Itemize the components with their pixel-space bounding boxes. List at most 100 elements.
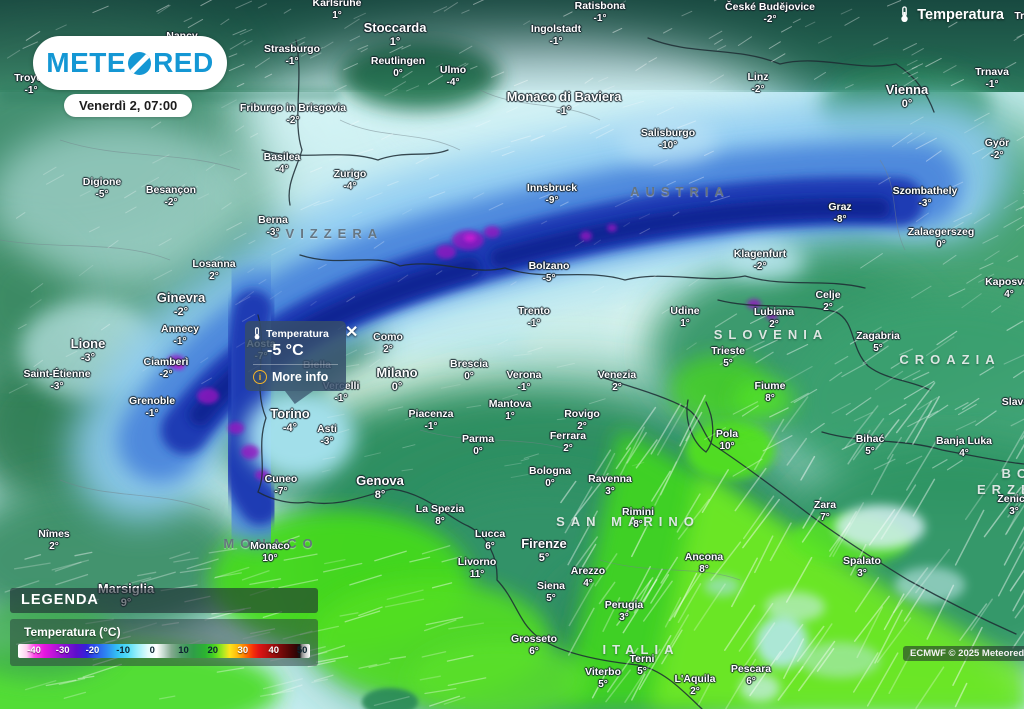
city-label[interactable]: Torino -4° [270, 406, 309, 435]
city-label[interactable]: Arezzo 4° [571, 565, 605, 590]
city-temperature: 10° [262, 552, 278, 564]
city-label[interactable]: Győr -2° [985, 137, 1010, 162]
city-label[interactable]: Grenoble -1° [129, 395, 175, 420]
city-label[interactable]: Annecy -1° [161, 323, 199, 348]
city-name: Trnava [975, 66, 1009, 78]
city-label[interactable]: Zara 7° [814, 499, 836, 524]
city-label[interactable]: Fiume 8° [755, 380, 786, 405]
city-label[interactable]: L'Aquila 2° [675, 673, 716, 698]
city-label[interactable]: Pescara 6° [731, 663, 771, 688]
city-label[interactable]: Klagenfurt -2° [734, 248, 787, 273]
city-label[interactable]: Genova 8° [356, 473, 404, 502]
city-name: Zenica [997, 493, 1024, 505]
city-label[interactable]: Zagabria 5° [856, 330, 900, 355]
city-label[interactable]: Udine 1° [670, 305, 699, 330]
city-label[interactable]: Mantova 1° [489, 398, 532, 423]
city-temperature: -4° [1014, 23, 1024, 35]
city-label[interactable]: Losanna 2° [192, 258, 235, 283]
city-label[interactable]: Viterbo 5° [585, 666, 621, 691]
city-temperature: -2° [173, 305, 189, 318]
city-label[interactable]: Trento -1° [518, 305, 550, 330]
city-label[interactable]: Salisburgo -10° [641, 127, 695, 152]
city-label[interactable]: Lione -3° [71, 336, 106, 365]
city-label[interactable]: Ancona 8° [685, 551, 724, 576]
city-label[interactable]: Como 2° [373, 331, 403, 356]
city-name: Bologna [529, 465, 571, 477]
city-label[interactable]: Karlsruhe 1° [312, 0, 361, 22]
city-label[interactable]: Ferrara 2° [550, 430, 586, 455]
tooltip-close-button[interactable]: ✕ [343, 320, 360, 344]
city-label[interactable]: Banja Luka 4° [936, 435, 992, 460]
city-label[interactable]: Bihać 5° [856, 433, 885, 458]
city-label[interactable]: Parma 0° [462, 433, 494, 458]
city-label[interactable]: Livorno 11° [458, 556, 497, 581]
city-label[interactable]: Besançon -2° [146, 184, 196, 209]
city-name: Graz [828, 201, 852, 213]
meteored-logo[interactable]: METE RED [33, 36, 227, 90]
city-label[interactable]: Ciamberì -2° [144, 356, 189, 381]
city-label[interactable]: Ratisbona -1° [575, 0, 626, 25]
city-label[interactable]: Kaposvár4° [985, 276, 1024, 301]
legend-tick: -10 [116, 645, 130, 656]
city-label[interactable]: Asti -3° [317, 423, 337, 448]
city-label[interactable]: Perugia 3° [605, 599, 644, 624]
city-label[interactable]: Lucca 6° [475, 528, 505, 553]
city-label[interactable]: Szombathely -3° [893, 185, 958, 210]
city-label[interactable]: Spalato 3° [843, 555, 881, 580]
city-label[interactable]: Ingolstadt -1° [531, 23, 581, 48]
city-label[interactable]: Zenica3° [997, 493, 1024, 518]
city-label[interactable]: Monaco di Baviera -1° [507, 89, 622, 118]
more-info-link[interactable]: i More info [253, 370, 338, 384]
city-label[interactable]: Saint-Étienne -3° [23, 368, 90, 393]
city-label[interactable]: Ginevra -2° [157, 290, 205, 319]
city-label[interactable]: Trenčín-4° [1014, 10, 1024, 35]
city-label[interactable]: Innsbruck -9° [527, 182, 577, 207]
city-label[interactable]: Lubiana 2° [754, 306, 794, 331]
city-label[interactable]: Strasburgo -1° [264, 43, 320, 68]
city-label[interactable]: Firenze 5° [521, 536, 567, 565]
city-label[interactable]: La Spezia 8° [416, 503, 464, 528]
city-label[interactable]: Rimini 8° [622, 506, 654, 531]
city-label[interactable]: Siena 5° [537, 580, 565, 605]
city-label[interactable]: Rovigo 2° [564, 408, 600, 433]
city-label[interactable]: Milano 0° [376, 365, 417, 394]
city-label[interactable]: Ulmo -4° [440, 64, 466, 89]
city-label[interactable]: Basilea -4° [264, 151, 301, 176]
city-label[interactable]: Cuneo -7° [265, 473, 298, 498]
city-temperature: -5° [95, 188, 109, 200]
city-label[interactable]: Friburgo in Brisgovia -2° [240, 102, 346, 127]
city-label[interactable]: Reutlingen 0° [371, 55, 425, 80]
city-label[interactable]: Trnava -1° [975, 66, 1009, 91]
city-label[interactable]: Piacenza -1° [409, 408, 454, 433]
city-label[interactable]: Pola 10° [716, 428, 738, 453]
city-label[interactable]: Monaco 10° [250, 540, 290, 565]
layer-indicator[interactable]: Temperatura [899, 6, 1004, 23]
datetime-badge[interactable]: Venerdì 2, 07:00 [64, 94, 193, 117]
city-label[interactable]: Verona -1° [506, 369, 541, 394]
city-label[interactable]: Vienna 0° [886, 82, 928, 111]
city-label[interactable]: Trieste 5° [711, 345, 745, 370]
city-label[interactable]: Slavonski Brod3° [1002, 396, 1024, 421]
city-label[interactable]: Stoccarda 1° [364, 20, 427, 49]
city-label[interactable]: Celje 2° [815, 289, 840, 314]
city-label[interactable]: Linz -2° [748, 71, 769, 96]
city-name: Reutlingen [370, 55, 426, 67]
city-label[interactable]: Graz -8° [828, 201, 851, 226]
city-label[interactable]: Bolzano -5° [529, 260, 570, 285]
city-label[interactable]: Zurigo -4° [334, 168, 367, 193]
city-label[interactable]: Terni 5° [630, 653, 655, 678]
city-temperature: -1° [334, 392, 348, 404]
city-label[interactable]: Grosseto 6° [511, 633, 557, 658]
legend-tick: -20 [85, 645, 100, 656]
city-label[interactable]: Brescia 0° [450, 358, 488, 383]
city-label[interactable]: Venezia 2° [598, 369, 637, 394]
city-label[interactable]: Ravenna 3° [588, 473, 632, 498]
city-label[interactable]: Digione -5° [83, 176, 122, 201]
city-label[interactable]: Zalaegerszeg 0° [908, 226, 975, 251]
city-temperature: 0° [473, 445, 483, 457]
city-label[interactable]: Berna -3° [258, 214, 288, 239]
city-label[interactable]: Bologna 0° [529, 465, 571, 490]
city-label[interactable]: České Budějovice -2° [725, 1, 815, 26]
city-name: Vienna [885, 82, 929, 97]
city-label[interactable]: Nîmes 2° [38, 528, 70, 553]
